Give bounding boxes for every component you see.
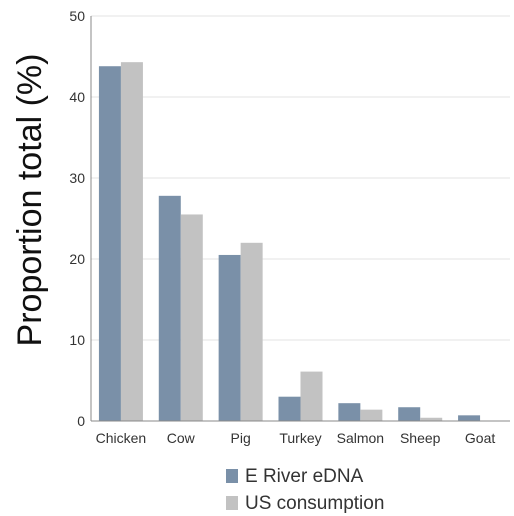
bar-sheep-series-2 xyxy=(420,417,443,421)
axes xyxy=(90,16,510,422)
x-tick-label: Turkey xyxy=(279,430,321,446)
bar-turkey-series-2 xyxy=(300,371,323,421)
y-tick-label: 50 xyxy=(69,8,85,24)
y-tick-label: 20 xyxy=(69,251,85,267)
x-tick-label: Pig xyxy=(231,430,251,446)
bar-chicken-series-2 xyxy=(120,62,143,422)
legend-label: US consumption xyxy=(245,493,384,514)
bar-turkey-series-1 xyxy=(278,396,301,421)
x-tick-label: Cow xyxy=(167,430,196,446)
legend-swatch xyxy=(226,496,238,510)
x-tick-label: Goat xyxy=(465,430,495,446)
bar-goat-series-1 xyxy=(458,415,481,421)
bar-pig-series-2 xyxy=(240,242,263,421)
bar-cow-series-1 xyxy=(158,195,181,421)
y-tick-labels: 0 10 20 30 40 50 xyxy=(69,8,85,429)
bar-salmon-series-2 xyxy=(360,409,383,421)
x-tick-label: Salmon xyxy=(337,430,384,446)
legend-swatch xyxy=(226,469,238,483)
legend-label: E River eDNA xyxy=(245,466,364,487)
x-tick-labels: Chicken Cow Pig Turkey Salmon Sheep Goat xyxy=(96,430,496,446)
y-tick-label: 30 xyxy=(69,170,85,186)
bars xyxy=(98,62,481,422)
y-tick-label: 10 xyxy=(69,332,85,348)
bar-salmon-series-1 xyxy=(338,403,361,421)
x-tick-label: Sheep xyxy=(400,430,441,446)
y-tick-label: 0 xyxy=(77,413,85,429)
bar-cow-series-2 xyxy=(180,214,203,421)
legend: E River eDNA US consumption xyxy=(226,466,384,514)
bar-sheep-series-1 xyxy=(398,407,421,421)
x-tick-label: Chicken xyxy=(96,430,147,446)
bar-pig-series-1 xyxy=(218,254,241,421)
y-axis-label: Proportion total (%) xyxy=(11,54,49,347)
y-tick-label: 40 xyxy=(69,89,85,105)
bar-chicken-series-1 xyxy=(98,66,121,421)
gridlines xyxy=(91,15,510,341)
